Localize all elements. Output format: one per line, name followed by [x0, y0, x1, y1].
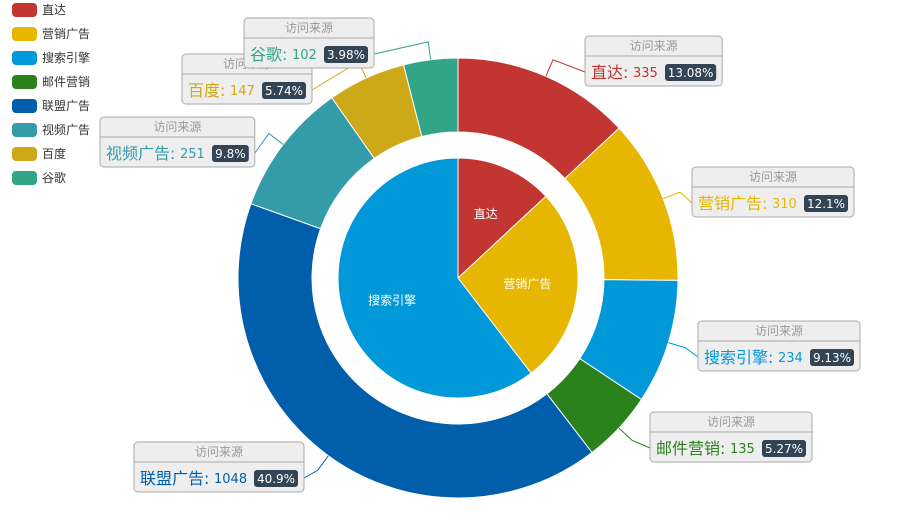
legend-label: 搜索引擎: [42, 50, 90, 65]
callout-value: 234: [778, 351, 803, 366]
leader-line: [303, 455, 329, 479]
callout-percent-badge: [810, 349, 854, 366]
callout-percent: 40.9%: [257, 472, 295, 486]
legend-item-2[interactable]: 营销广告: [12, 27, 90, 41]
leader-line: [618, 427, 651, 449]
callout-name: 直达:: [591, 63, 628, 82]
callout-value: 335: [633, 66, 658, 81]
legend-item-7[interactable]: 百度: [12, 146, 66, 161]
inner-slice-1[interactable]: [457, 157, 547, 280]
legend-item-4[interactable]: 邮件营销: [12, 75, 90, 89]
callout-value: 135: [730, 442, 755, 457]
inner-slice-2[interactable]: [457, 195, 579, 374]
callout-percent-badge: [665, 64, 717, 81]
legend-label: 联盟广告: [42, 99, 90, 113]
legend-item-3[interactable]: 搜索引擎: [12, 50, 90, 65]
callout-title: 访问来源: [630, 39, 678, 53]
leader-line: [668, 342, 699, 358]
callout-percent-badge: [254, 470, 298, 487]
callout-percent: 9.13%: [813, 351, 851, 365]
callout-percent-badge: [804, 195, 848, 212]
inner-slice-label: 直达: [474, 207, 498, 221]
legend-item-5[interactable]: 联盟广告: [12, 99, 90, 113]
callout-percent: 5.74%: [265, 84, 303, 98]
legend-label: 视频广告: [42, 122, 90, 137]
callout-value: 102: [292, 48, 317, 63]
callout-title: 访问来源: [153, 120, 201, 134]
callout-percent-badge: [762, 440, 806, 457]
inner-slice-label: 营销广告: [503, 277, 551, 291]
callout-percent-badge: [262, 82, 306, 99]
legend-swatch: [12, 147, 37, 161]
callout-percent-badge: [324, 46, 368, 63]
callout-name: 邮件营销:: [656, 439, 725, 458]
callout-title: 访问来源: [749, 170, 797, 184]
legend-label: 营销广告: [42, 27, 90, 41]
callout-percent: 9.8%: [215, 147, 246, 161]
leader-line: [373, 41, 432, 60]
callout-percent: 13.08%: [668, 66, 714, 80]
callout-value: 310: [772, 197, 797, 212]
callout-value: 147: [230, 84, 255, 99]
outer-slice-8[interactable]: [402, 57, 459, 138]
callout-name: 视频广告:: [106, 144, 175, 163]
leader-line: [254, 132, 284, 154]
callout-title: 访问来源: [755, 324, 803, 338]
callout-title: 访问来源: [195, 445, 243, 459]
callout-name: 百度:: [188, 81, 225, 100]
leader-line: [663, 191, 693, 204]
legend-item-6[interactable]: 视频广告: [12, 122, 90, 137]
callout-name: 搜索引擎:: [704, 348, 773, 367]
legend-swatch: [12, 99, 37, 113]
callout-value: 251: [180, 147, 205, 162]
callout-name: 联盟广告:: [140, 469, 209, 488]
legend-swatch: [12, 3, 37, 17]
callout-name: 谷歌:: [250, 45, 287, 64]
legend-label: 谷歌: [42, 170, 66, 185]
legend-item-1[interactable]: 直达: [12, 3, 66, 17]
callout-percent: 3.98%: [327, 48, 365, 62]
callout-name: 营销广告:: [698, 194, 767, 213]
callout-value: 1048: [214, 472, 247, 487]
inner-slice-label: 搜索引擎: [368, 292, 416, 307]
legend-item-8[interactable]: 谷歌: [12, 170, 66, 185]
legend-swatch: [12, 27, 37, 41]
outer-ring: [237, 57, 679, 499]
leader-line: [545, 59, 586, 77]
outer-slice-5[interactable]: [237, 203, 593, 499]
legend-swatch: [12, 75, 37, 89]
legend-label: 直达: [42, 3, 66, 17]
callout-percent-badge: [212, 145, 249, 162]
legend-swatch: [12, 171, 37, 185]
legend-swatch: [12, 51, 37, 65]
legend-swatch: [12, 123, 37, 137]
callout-percent: 5.27%: [765, 442, 803, 456]
callout-title: 访问来源: [707, 415, 755, 429]
callout-percent: 12.1%: [807, 197, 845, 211]
legend-label: 百度: [42, 146, 66, 161]
inner-slice-3[interactable]: [337, 157, 532, 399]
legend-label: 邮件营销: [42, 75, 90, 89]
callout-title: 访问来源: [285, 21, 333, 35]
